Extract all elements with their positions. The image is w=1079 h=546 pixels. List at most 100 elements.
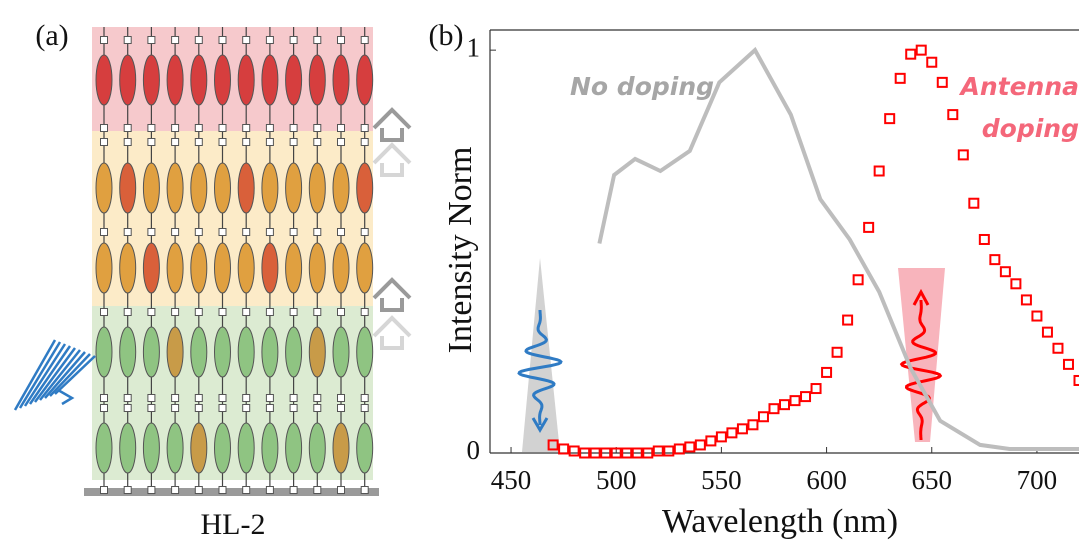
x-tick-label: 500	[596, 465, 637, 495]
molecule	[237, 326, 255, 378]
excitation-wave	[18, 341, 62, 409]
molecule	[190, 422, 208, 474]
molecule	[356, 162, 374, 214]
spectrum-point	[957, 149, 969, 161]
link-node	[194, 138, 203, 146]
spectrum-point	[747, 419, 759, 431]
molecule	[214, 422, 231, 474]
emission-pulse	[899, 300, 943, 440]
molecule	[190, 242, 208, 294]
spectrum-point	[1052, 342, 1064, 354]
link-node	[218, 124, 227, 132]
spectrum-point	[915, 44, 927, 56]
link-node	[218, 486, 227, 494]
molecule	[285, 326, 303, 378]
spectrum-point	[842, 314, 854, 326]
excitation-wave	[13, 339, 57, 411]
excitation-wave	[33, 347, 77, 403]
link-node	[242, 486, 251, 494]
link-node	[218, 404, 227, 412]
excitation-arrow	[57, 388, 75, 406]
molecule	[332, 54, 350, 106]
excitation-wave	[44, 351, 86, 399]
transfer-arrow	[372, 142, 412, 177]
spectrum-point	[726, 427, 738, 439]
spectrum-point	[863, 221, 875, 233]
molecule	[332, 326, 350, 378]
excitation-wave	[54, 355, 96, 395]
link-node	[265, 394, 274, 402]
molecule	[166, 162, 184, 214]
link-node	[100, 36, 108, 44]
link-node	[289, 138, 298, 146]
link-node	[147, 394, 156, 402]
molecule	[261, 326, 279, 378]
link-node	[171, 394, 180, 402]
link-node	[123, 228, 132, 236]
link-node	[147, 124, 156, 132]
link-node	[147, 486, 156, 494]
link-node	[313, 36, 322, 44]
spectrum-point	[568, 445, 580, 457]
molecule	[237, 422, 255, 474]
spectrum-point	[558, 443, 570, 455]
spectrum-point	[705, 435, 717, 447]
link-node	[194, 404, 203, 412]
molecule	[237, 162, 255, 214]
link-node	[100, 138, 108, 146]
link-node	[313, 404, 322, 412]
molecule	[332, 162, 350, 214]
link-node	[242, 308, 251, 316]
molecule	[285, 162, 303, 214]
x-tick-label: 550	[701, 465, 742, 495]
molecule	[142, 54, 160, 106]
spectrum-point	[589, 447, 601, 459]
spectrum-point	[1073, 374, 1079, 386]
spectrum-point	[947, 109, 959, 121]
molecule	[356, 242, 374, 294]
link-node	[265, 486, 274, 494]
link-node	[313, 138, 322, 146]
excitation-wave	[28, 345, 72, 405]
spectrum-point	[631, 447, 643, 459]
link-node	[147, 228, 156, 236]
link-node	[100, 308, 108, 316]
molecule	[332, 422, 350, 474]
spectrum-point	[642, 447, 654, 459]
link-node	[265, 138, 274, 146]
molecule	[95, 162, 113, 214]
link-node	[194, 486, 203, 494]
molecule	[166, 422, 184, 474]
link-node	[337, 228, 345, 236]
x-tick-label: 600	[806, 465, 847, 495]
excitation-wave	[39, 349, 81, 401]
spectrum-point	[831, 346, 843, 358]
link-node	[265, 36, 274, 44]
link-node	[218, 36, 227, 44]
spectrum-point	[684, 441, 696, 453]
spectrum-line	[597, 46, 1079, 451]
spectrum-point	[779, 399, 790, 411]
link-node	[360, 404, 369, 412]
link-node	[360, 228, 369, 236]
link-node	[123, 138, 132, 146]
spectrum-point	[894, 72, 906, 84]
link-node	[242, 394, 251, 402]
molecule	[308, 242, 326, 294]
molecule	[308, 422, 326, 474]
spectrum-point	[1062, 358, 1074, 370]
excitation-wave	[49, 353, 91, 397]
x-tick-label: 650	[912, 465, 953, 495]
link-node	[147, 308, 156, 316]
spectrum-point	[768, 403, 780, 415]
link-node	[242, 138, 251, 146]
link-node	[289, 228, 298, 236]
link-node	[337, 486, 345, 494]
spectrum-point	[968, 197, 980, 209]
spectrum-point	[905, 48, 917, 60]
spectrum-point	[736, 423, 748, 435]
link-node	[171, 486, 180, 494]
link-node	[337, 404, 345, 412]
